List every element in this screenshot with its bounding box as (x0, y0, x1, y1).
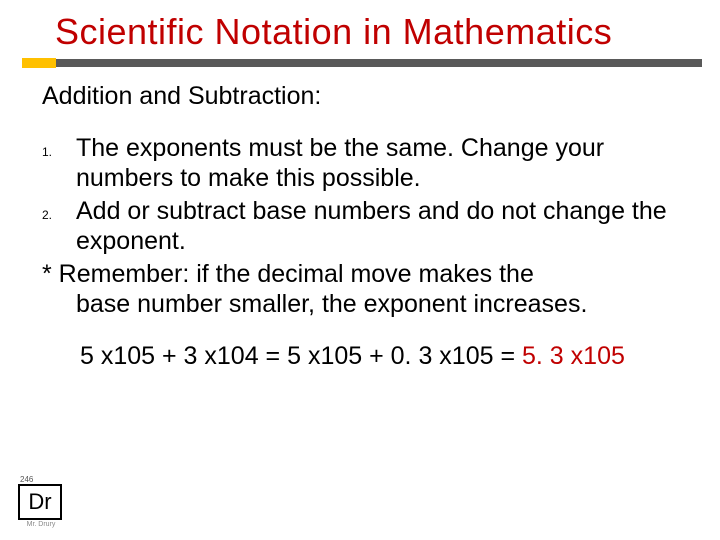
list-text: The exponents must be the same. Change y… (76, 133, 678, 194)
equation-lhs: 5 x105 + 3 x104 = 5 x105 + 0. 3 x105 = (80, 342, 522, 370)
list-item: 2. Add or subtract base numbers and do n… (42, 196, 678, 257)
title-underline (0, 58, 720, 68)
list-number: 1. (42, 135, 76, 159)
content-list: 1. The exponents must be the same. Chang… (42, 133, 678, 320)
example-equation: 5 x105 + 3 x104 = 5 x105 + 0. 3 x105 = 5… (80, 342, 720, 371)
equation-result: 5. 3 x105 (522, 342, 625, 370)
element-logo: 246 Dr Mr. Drury (18, 475, 64, 528)
page-title: Scientific Notation in Mathematics (55, 12, 720, 52)
remember-note: * Remember: if the decimal move makes th… (42, 259, 678, 320)
list-item: 1. The exponents must be the same. Chang… (42, 133, 678, 194)
note-line1: * Remember: if the decimal move makes th… (42, 260, 534, 288)
section-subtitle: Addition and Subtraction: (42, 82, 720, 111)
list-number: 2. (42, 198, 76, 222)
list-text: Add or subtract base numbers and do not … (76, 196, 678, 257)
gray-bar (56, 59, 702, 67)
logo-number: 246 (18, 475, 64, 484)
logo-symbol: Dr (18, 484, 62, 520)
note-line2: base number smaller, the exponent increa… (42, 289, 678, 320)
accent-square (22, 58, 56, 68)
logo-caption: Mr. Drury (18, 521, 64, 528)
